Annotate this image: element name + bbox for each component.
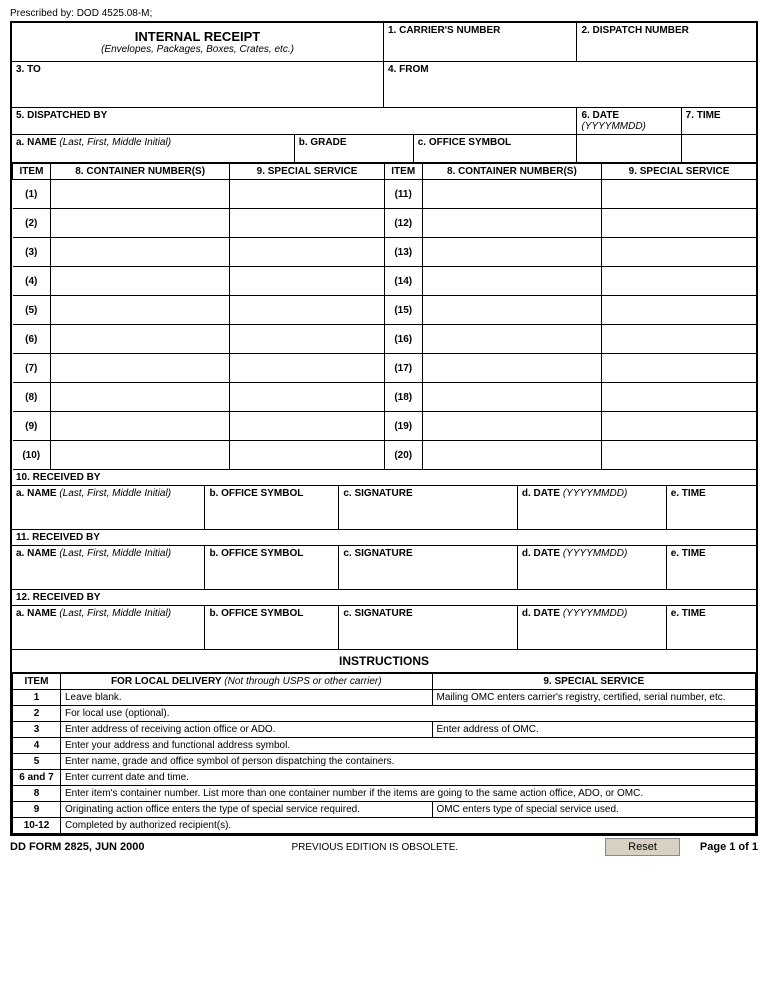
container-row[interactable]: (1)(11)	[13, 180, 757, 209]
instr-col-service: 9. SPECIAL SERVICE	[432, 674, 756, 690]
received-10-label: 10. RECEIVED BY	[12, 470, 756, 486]
container-table: ITEM 8. CONTAINER NUMBER(S) 9. SPECIAL S…	[12, 163, 756, 470]
dispatched-by-label: 5. DISPATCHED BY	[12, 108, 577, 135]
received-11-label: 11. RECEIVED BY	[12, 530, 756, 546]
form-footer: DD FORM 2825, JUN 2000 PREVIOUS EDITION …	[10, 838, 758, 856]
instruction-row: 8Enter item's container number. List mor…	[13, 786, 756, 802]
dispatch-number-label: 2. DISPATCH NUMBER	[577, 23, 756, 62]
from-label[interactable]: 4. FROM	[384, 62, 756, 108]
obsolete-notice: PREVIOUS EDITION IS OBSOLETE.	[291, 842, 458, 853]
instruction-row: 4Enter your address and functional addre…	[13, 738, 756, 754]
instructions-table: ITEM FOR LOCAL DELIVERY (Not through USP…	[12, 673, 756, 834]
col-container-right: 8. CONTAINER NUMBER(S)	[422, 164, 601, 180]
container-row[interactable]: (3)(13)	[13, 238, 757, 267]
dispatch-time-field[interactable]	[682, 135, 756, 163]
received-12-label: 12. RECEIVED BY	[12, 590, 756, 606]
container-row[interactable]: (6)(16)	[13, 325, 757, 354]
form-container: INTERNAL RECEIPT (Envelopes, Packages, B…	[10, 21, 758, 836]
form-subtitle: (Envelopes, Packages, Boxes, Crates, etc…	[16, 44, 379, 55]
date-label: 6. DATE (YYYYMMDD)	[577, 108, 681, 135]
container-row[interactable]: (5)(15)	[13, 296, 757, 325]
instruction-row: 9Originating action office enters the ty…	[13, 802, 756, 818]
dispatch-office-field[interactable]: c. OFFICE SYMBOL	[414, 135, 578, 163]
container-row[interactable]: (10)(20)	[13, 441, 757, 470]
instr-col-local: FOR LOCAL DELIVERY (Not through USPS or …	[61, 674, 433, 690]
instructions-title: INSTRUCTIONS	[12, 650, 756, 673]
dispatch-date-field[interactable]	[577, 135, 681, 163]
instruction-row: 2For local use (optional).	[13, 706, 756, 722]
to-label[interactable]: 3. TO	[12, 62, 384, 108]
prescribed-by: Prescribed by: DOD 4525.08-M;	[10, 8, 758, 19]
container-row[interactable]: (2)(12)	[13, 209, 757, 238]
instruction-row: 3Enter address of receiving action offic…	[13, 722, 756, 738]
col-service-right: 9. SPECIAL SERVICE	[602, 164, 756, 180]
container-row[interactable]: (8)(18)	[13, 383, 757, 412]
instruction-row: 5Enter name, grade and office symbol of …	[13, 754, 756, 770]
col-container-left: 8. CONTAINER NUMBER(S)	[50, 164, 229, 180]
carrier-number-label: 1. CARRIER'S NUMBER	[384, 23, 577, 62]
form-title: INTERNAL RECEIPT	[16, 29, 379, 44]
col-service-left: 9. SPECIAL SERVICE	[230, 164, 384, 180]
received-12-row[interactable]: a. NAME (Last, First, Middle Initial) b.…	[12, 606, 756, 650]
instruction-row: 10-12Completed by authorized recipient(s…	[13, 818, 756, 834]
instruction-row: 6 and 7Enter current date and time.	[13, 770, 756, 786]
instr-col-item: ITEM	[13, 674, 61, 690]
time-label: 7. TIME	[682, 108, 756, 135]
container-row[interactable]: (9)(19)	[13, 412, 757, 441]
dispatch-name-field[interactable]: a. NAME (Last, First, Middle Initial)	[12, 135, 295, 163]
container-row[interactable]: (7)(17)	[13, 354, 757, 383]
container-row[interactable]: (4)(14)	[13, 267, 757, 296]
instruction-row: 1Leave blank.Mailing OMC enters carrier'…	[13, 690, 756, 706]
page-number: Page 1 of 1	[700, 841, 758, 853]
col-item-right: ITEM	[384, 164, 422, 180]
dispatch-grade-field[interactable]: b. GRADE	[295, 135, 414, 163]
received-11-row[interactable]: a. NAME (Last, First, Middle Initial) b.…	[12, 546, 756, 590]
col-item-left: ITEM	[13, 164, 51, 180]
received-10-row[interactable]: a. NAME (Last, First, Middle Initial) b.…	[12, 486, 756, 530]
form-number: DD FORM 2825, JUN 2000	[10, 841, 145, 853]
reset-button[interactable]: Reset	[605, 838, 680, 856]
